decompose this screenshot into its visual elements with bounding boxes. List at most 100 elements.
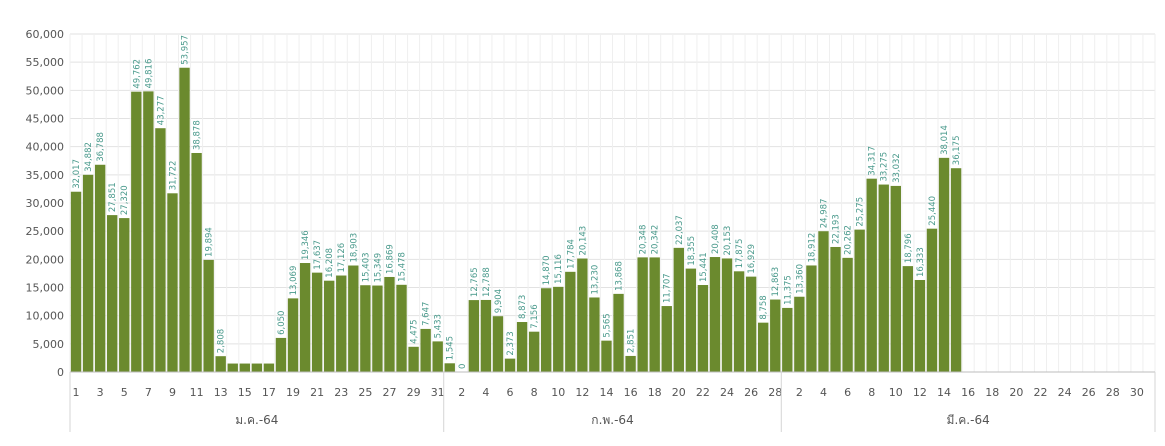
x-tick-label: 13 — [214, 386, 228, 399]
y-tick-label: 35,000 — [26, 169, 65, 182]
bar — [541, 288, 552, 372]
bar — [131, 91, 142, 372]
data-label: 17,875 — [735, 239, 745, 269]
bar — [444, 363, 455, 372]
data-label: 5,433 — [434, 314, 444, 338]
x-tick-label: 24 — [720, 386, 734, 399]
bar — [299, 263, 311, 372]
bar — [82, 174, 94, 372]
bar — [119, 218, 130, 372]
x-tick-label: 9 — [169, 386, 176, 399]
data-label: 25,440 — [928, 196, 938, 226]
y-tick-label: 60,000 — [26, 28, 65, 41]
bar — [191, 152, 202, 372]
bar — [143, 91, 154, 372]
y-tick-label: 25,000 — [26, 225, 65, 238]
data-label: 20,348 — [639, 225, 649, 255]
bar — [733, 271, 745, 372]
month-group-label: ม.ค.-64 — [235, 413, 278, 427]
data-label: 2,373 — [506, 331, 516, 355]
x-tick-label: 10 — [889, 386, 903, 399]
x-tick-label: 14 — [937, 386, 951, 399]
x-tick-label: 23 — [334, 386, 348, 399]
bar — [155, 128, 166, 372]
bar — [287, 298, 299, 372]
x-tick-label: 7 — [145, 386, 152, 399]
bar — [311, 272, 323, 372]
data-label: 2,808 — [217, 329, 227, 353]
data-label: 20,143 — [578, 226, 588, 256]
bar — [203, 259, 214, 372]
bar — [770, 299, 781, 372]
x-tick-label: 6 — [844, 386, 851, 399]
data-label: 13,069 — [289, 266, 299, 296]
bar — [420, 328, 431, 372]
bar — [324, 280, 335, 372]
data-label: 18,903 — [349, 233, 359, 263]
bar — [516, 322, 528, 372]
data-label: 13,360 — [795, 264, 805, 294]
y-axis: 0 5,000 10,000 15,000 20,000 25,000 30,000 35,0… — [26, 28, 65, 379]
bar — [926, 228, 938, 372]
x-tick-label: 30 — [1130, 386, 1144, 399]
bar — [480, 299, 492, 372]
data-label: 14,870 — [542, 255, 552, 285]
bar — [721, 258, 733, 372]
bar — [842, 257, 853, 372]
data-label: 20,262 — [844, 225, 854, 255]
bar — [866, 178, 877, 372]
bar — [830, 246, 841, 372]
data-label: 49,762 — [132, 59, 142, 89]
bar — [70, 191, 82, 372]
x-tick-label: 22 — [1033, 386, 1047, 399]
bar — [336, 275, 347, 372]
bar — [577, 258, 588, 372]
bar — [372, 285, 383, 372]
bar — [360, 285, 371, 372]
data-label: 12,863 — [771, 267, 781, 297]
data-label: 7,156 — [530, 304, 540, 328]
data-label: 7,647 — [422, 302, 432, 326]
data-label: 17,126 — [337, 243, 347, 273]
x-tick-label: 4 — [820, 386, 827, 399]
bar — [709, 257, 721, 372]
bar — [263, 363, 275, 372]
bar — [408, 346, 419, 372]
x-tick-label: 17 — [262, 386, 276, 399]
data-label: 31,722 — [168, 161, 178, 191]
data-label: 22,193 — [832, 214, 842, 244]
x-tick-label: 12 — [913, 386, 927, 399]
x-tick-label: 15 — [238, 386, 252, 399]
bar — [625, 355, 636, 372]
x-tick-label: 26 — [1082, 386, 1096, 399]
x-tick-label: 27 — [382, 386, 396, 399]
x-tick-label: 31 — [431, 386, 445, 399]
data-label: 33,032 — [892, 153, 902, 183]
data-label: 17,784 — [566, 239, 576, 269]
x-tick-label: 26 — [744, 386, 758, 399]
data-label: 15,116 — [554, 254, 564, 284]
x-tick-label: 29 — [407, 386, 421, 399]
bar — [492, 316, 504, 372]
x-tick-label: 16 — [961, 386, 975, 399]
data-label: 16,208 — [325, 248, 335, 278]
bar — [806, 265, 817, 372]
y-tick-label: 5,000 — [33, 338, 65, 351]
bar — [94, 164, 106, 372]
bar — [565, 271, 576, 372]
data-label: 15,349 — [373, 253, 383, 283]
data-label: 34,317 — [868, 146, 878, 176]
data-label: 9,904 — [494, 289, 504, 313]
data-label: 18,796 — [904, 233, 914, 263]
bar — [528, 331, 540, 372]
x-tick-label: 5 — [121, 386, 128, 399]
bar — [384, 276, 395, 372]
data-label: 34,882 — [84, 142, 94, 172]
data-label: 38,014 — [940, 125, 950, 155]
data-label: 11,707 — [663, 273, 673, 303]
bar — [215, 356, 226, 372]
x-tick-label: 4 — [482, 386, 489, 399]
data-label: 19,346 — [301, 230, 311, 260]
y-tick-label: 55,000 — [26, 56, 65, 69]
